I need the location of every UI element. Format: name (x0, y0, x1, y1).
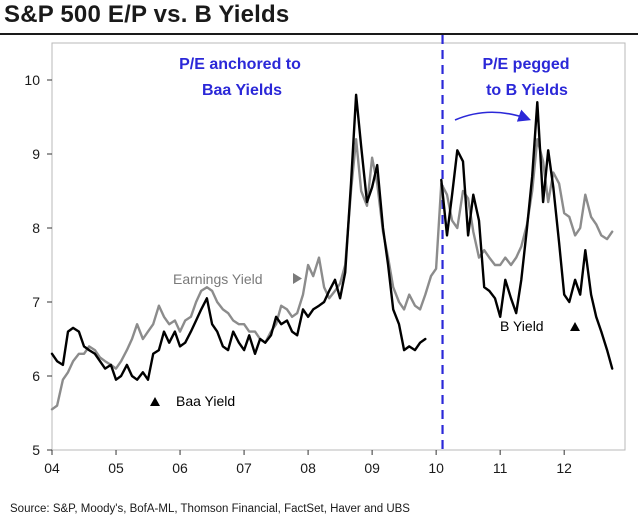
annotation-left-line1: P/E anchored to (179, 56, 301, 73)
x-tick-label: 11 (493, 460, 508, 476)
baa-yield-label: Baa Yield (176, 393, 235, 409)
y-tick-label: 6 (32, 368, 40, 384)
y-tick-label: 8 (32, 220, 40, 236)
y-tick-label: 10 (24, 72, 40, 88)
title-rule (0, 33, 638, 35)
earnings-yield-line (50, 138, 614, 411)
y-tick-label: 9 (32, 146, 40, 162)
curved-arrow-icon (454, 109, 532, 122)
x-tick-label: 12 (556, 460, 572, 476)
annotation-right-line2: to B Yields (486, 82, 568, 99)
plot-frame (51, 42, 626, 451)
source-footnote: Source: S&P, Moody's, BofA-ML, Thomson F… (10, 503, 410, 515)
x-tick-label: 09 (364, 460, 380, 476)
x-tick-label: 04 (44, 460, 60, 476)
chart-title: S&P 500 E/P vs. B Yields (4, 1, 290, 28)
y-tick-label: 7 (32, 294, 40, 310)
series-layer (50, 93, 614, 411)
y-axis: 5 6 7 8 9 10 (24, 72, 52, 458)
earnings-label-triangle-icon (293, 273, 302, 284)
annotation-right-line1: P/E pegged (482, 56, 569, 73)
x-tick-label: 06 (172, 460, 188, 476)
b-yield-label: B Yield (500, 318, 544, 334)
annotation-left-line2: Baa Yields (202, 82, 282, 99)
y-tick-label: 5 (32, 442, 40, 458)
b-label-triangle-icon (570, 322, 580, 331)
x-tick-label: 07 (236, 460, 252, 476)
baa-label-triangle-icon (150, 397, 160, 406)
x-tick-label: 08 (300, 460, 316, 476)
x-tick-label: 10 (428, 460, 444, 476)
x-axis: 04 05 06 07 08 09 10 11 12 (44, 450, 572, 476)
b-yield-line (50, 93, 614, 381)
earnings-yield-label: Earnings Yield (173, 271, 263, 287)
x-tick-label: 05 (108, 460, 124, 476)
